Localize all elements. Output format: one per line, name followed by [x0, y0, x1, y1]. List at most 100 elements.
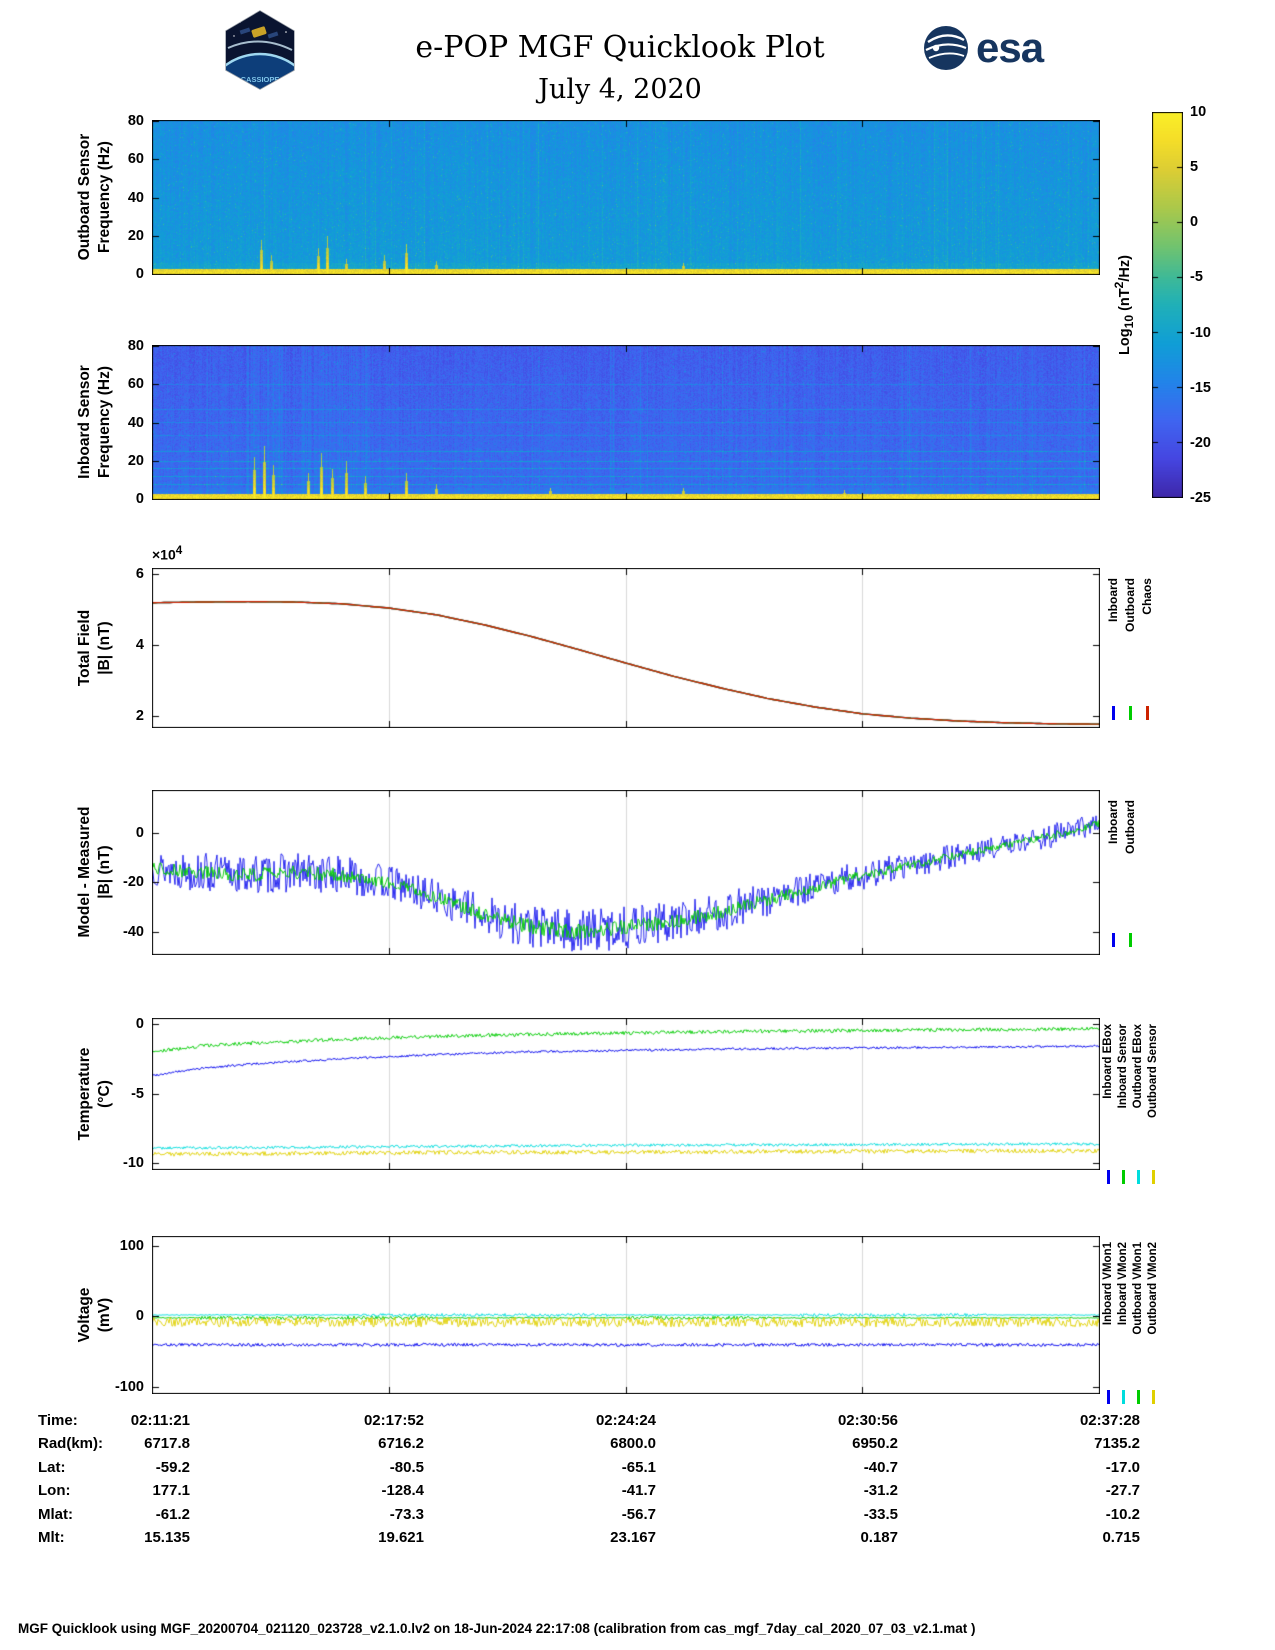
- table-cell: 6950.2: [852, 1435, 898, 1453]
- table-cell: 0.715: [1102, 1529, 1140, 1546]
- legend-label: Inboard: [1106, 800, 1120, 844]
- legend-label: Inboard VMon1: [1102, 1242, 1114, 1326]
- y-tick-label: 60: [127, 151, 144, 168]
- legend-label: Inboard EBox: [1102, 1024, 1114, 1099]
- cassiope-mission-logo: CASSIOPE: [220, 8, 300, 97]
- table-row-label: Mlt:: [38, 1529, 65, 1546]
- y-tick-label: 0: [135, 824, 144, 841]
- colorbar-tick-label: 10: [1190, 104, 1207, 120]
- table-cell: -41.7: [621, 1482, 656, 1500]
- legend-label: Outboard EBox: [1132, 1024, 1144, 1109]
- legend-voltage: Inboard VMon1 Inboard VMon2 Outboard VMon1…: [1102, 1242, 1159, 1404]
- y-tick-label: 80: [127, 338, 144, 354]
- legend-color-swatch: [1136, 1170, 1140, 1184]
- legend-color-swatch: [1121, 1170, 1125, 1184]
- legend-label: Outboard Sensor: [1147, 1024, 1159, 1118]
- legend-temperature: Inboard EBox Inboard Sensor Outboard EBox O…: [1102, 1024, 1159, 1184]
- table-row-label: Rad(km):: [38, 1435, 104, 1453]
- table-cell: 6717.8: [144, 1435, 190, 1453]
- legend-color-swatch: [1121, 1390, 1125, 1404]
- legend-label: Chaos: [1140, 578, 1154, 615]
- table-cell: -80.5: [389, 1458, 424, 1476]
- table-cell: 0.187: [860, 1529, 898, 1546]
- table-cell: 19.621: [378, 1529, 424, 1546]
- table-cell: -17.0: [1105, 1458, 1140, 1476]
- table-cell: -65.1: [621, 1458, 656, 1476]
- model-minus-measured-plot-canvas: [152, 790, 1100, 955]
- esa-logo: esa: [922, 24, 1044, 72]
- legend-label: Outboard VMon1: [1132, 1242, 1144, 1335]
- legend-label: Inboard VMon2: [1117, 1242, 1129, 1326]
- table-cell: 02:30:56: [837, 1412, 898, 1429]
- temperature-plot-canvas: [152, 1018, 1100, 1170]
- colorbar-tick-label: -10: [1190, 324, 1211, 341]
- table-cell: 7135.2: [1094, 1435, 1140, 1453]
- legend-color-swatch: [1128, 933, 1132, 947]
- table-cell: -61.2: [155, 1505, 190, 1523]
- table-cell: -31.2: [863, 1482, 898, 1500]
- mission-logo-text: CASSIOPE: [241, 75, 280, 84]
- table-cell: -33.5: [863, 1505, 898, 1523]
- legend-color-swatch: [1151, 1390, 1155, 1404]
- table-row-label: Mlat:: [38, 1505, 73, 1523]
- table-cell: 6716.2: [378, 1435, 424, 1453]
- colorbar-axis-label: Log10 (nT2/Hz): [1112, 255, 1136, 355]
- table-row-label: Lon:: [38, 1482, 71, 1500]
- legend-label: Inboard Sensor: [1117, 1024, 1129, 1109]
- legend-label: Inboard: [1106, 578, 1120, 622]
- outboard-spectrogram-canvas: [152, 120, 1100, 275]
- y-tick-label: 40: [127, 189, 144, 206]
- legend-color-swatch: [1106, 1390, 1110, 1404]
- table-cell: -10.2: [1105, 1505, 1140, 1523]
- table-cell: -40.7: [863, 1458, 898, 1476]
- legend-label: Outboard VMon2: [1147, 1242, 1159, 1335]
- legend-label: Outboard: [1123, 800, 1137, 854]
- legend-color-swatch: [1145, 706, 1149, 720]
- table-cell: -59.2: [155, 1458, 190, 1476]
- table-row-label: Time:: [38, 1412, 78, 1429]
- table-row-label: Lat:: [38, 1458, 66, 1476]
- voltage-plot-canvas: [152, 1236, 1100, 1394]
- legend-model_minus_measured: Inboard Outboard: [1106, 800, 1137, 947]
- footer-processing-note: MGF Quicklook using MGF_20200704_021120_…: [18, 1621, 976, 1636]
- y-tick-label: -40: [123, 923, 144, 940]
- table-cell: 177.1: [152, 1482, 190, 1500]
- y-tick-label: 4: [135, 637, 144, 654]
- legend-color-swatch: [1106, 1170, 1110, 1184]
- y-tick-label: 100: [119, 1237, 144, 1254]
- esa-emblem-icon: [924, 26, 968, 70]
- y-tick-label: 20: [127, 227, 144, 244]
- colorbar-tick-label: -25: [1190, 490, 1211, 506]
- y-tick-label: 0: [135, 1015, 144, 1032]
- y-tick-label: 0: [135, 1308, 144, 1325]
- y-tick-label: 2: [135, 708, 144, 725]
- y-tick-label: 60: [127, 376, 144, 393]
- table-cell: 02:11:21: [130, 1412, 190, 1429]
- colorbar-tick-label: 0: [1190, 214, 1199, 231]
- y-tick-label: -100: [114, 1379, 144, 1396]
- total-field-scale-exponent: ×104: [152, 544, 183, 563]
- colorbar-tick-label: 5: [1190, 159, 1199, 176]
- y-tick-label: -10: [123, 1155, 144, 1172]
- y-tick-label: 0: [135, 266, 144, 282]
- esa-logo-text: esa: [976, 24, 1044, 71]
- colorbar-tick-label: -15: [1190, 379, 1211, 396]
- table-cell: 23.167: [610, 1529, 656, 1546]
- table-cell: -27.7: [1105, 1482, 1140, 1500]
- legend-color-swatch: [1128, 706, 1132, 720]
- y-tick-label: -5: [131, 1085, 144, 1102]
- colorbar-tick-label: -20: [1190, 434, 1211, 451]
- table-cell: -56.7: [621, 1505, 656, 1523]
- legend-color-swatch: [1111, 933, 1115, 947]
- colorbar-canvas: [1152, 112, 1183, 498]
- total-field-plot-canvas: [152, 568, 1100, 728]
- table-cell: 6800.0: [610, 1435, 656, 1453]
- satellite-icon: [239, 26, 279, 39]
- table-cell: -73.3: [389, 1505, 424, 1523]
- y-tick-label: 0: [135, 491, 144, 507]
- inboard-spectrogram-canvas: [152, 345, 1100, 500]
- legend-total_field: Inboard Outboard Chaos: [1106, 578, 1154, 720]
- table-cell: 15.135: [144, 1529, 190, 1546]
- legend-color-swatch: [1136, 1390, 1140, 1404]
